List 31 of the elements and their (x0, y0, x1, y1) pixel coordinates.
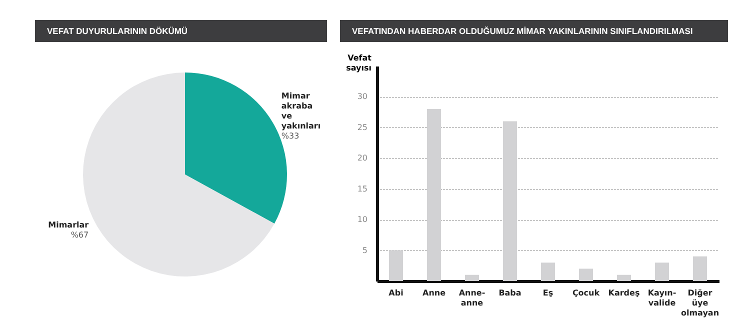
y-tick-label: 20 (357, 154, 368, 163)
y-tick-label: 10 (357, 215, 368, 224)
slice-label: Mimarlar (48, 220, 89, 230)
x-tick-label: Kayın-valide (648, 288, 676, 308)
bar (389, 250, 403, 281)
y-tick-label: 30 (357, 92, 368, 102)
x-tick-label: Diğer üye olmayan (680, 288, 720, 318)
x-tick-label: Kardeş (608, 288, 640, 298)
bar (617, 274, 631, 281)
y-axis-title: Vefat sayısı (346, 54, 372, 72)
bar (503, 121, 517, 281)
x-tick-label: Çocuk (572, 288, 600, 298)
x-tick-label: Anne-anne (458, 288, 486, 308)
bar (541, 262, 555, 281)
bar (655, 262, 669, 281)
chart-title: VEFATINDAN HABERDAR OLDUĞUMUZ MİMAR YAKINLARININ SINIFLANDIRILMASI (340, 20, 728, 42)
y-tick-label: 15 (357, 184, 368, 194)
x-tick-label: Abi (388, 288, 404, 298)
data-label: %67 (70, 230, 89, 240)
y-tick-label: 5 (362, 246, 368, 255)
data-label: %33 (281, 131, 300, 140)
bar (427, 109, 441, 281)
bar (465, 274, 479, 281)
bar (579, 268, 593, 281)
chart-title: VEFAT DUYURULARININ DÖKÜMÜ (35, 20, 327, 42)
x-tick-label: Eş (542, 288, 554, 298)
bar (693, 256, 707, 281)
y-tick-label: 25 (357, 122, 368, 132)
x-tick-label: Baba (498, 288, 522, 298)
slice-label: Mimar akraba ve yakınları (281, 91, 321, 130)
x-tick-label: Anne (422, 288, 446, 298)
